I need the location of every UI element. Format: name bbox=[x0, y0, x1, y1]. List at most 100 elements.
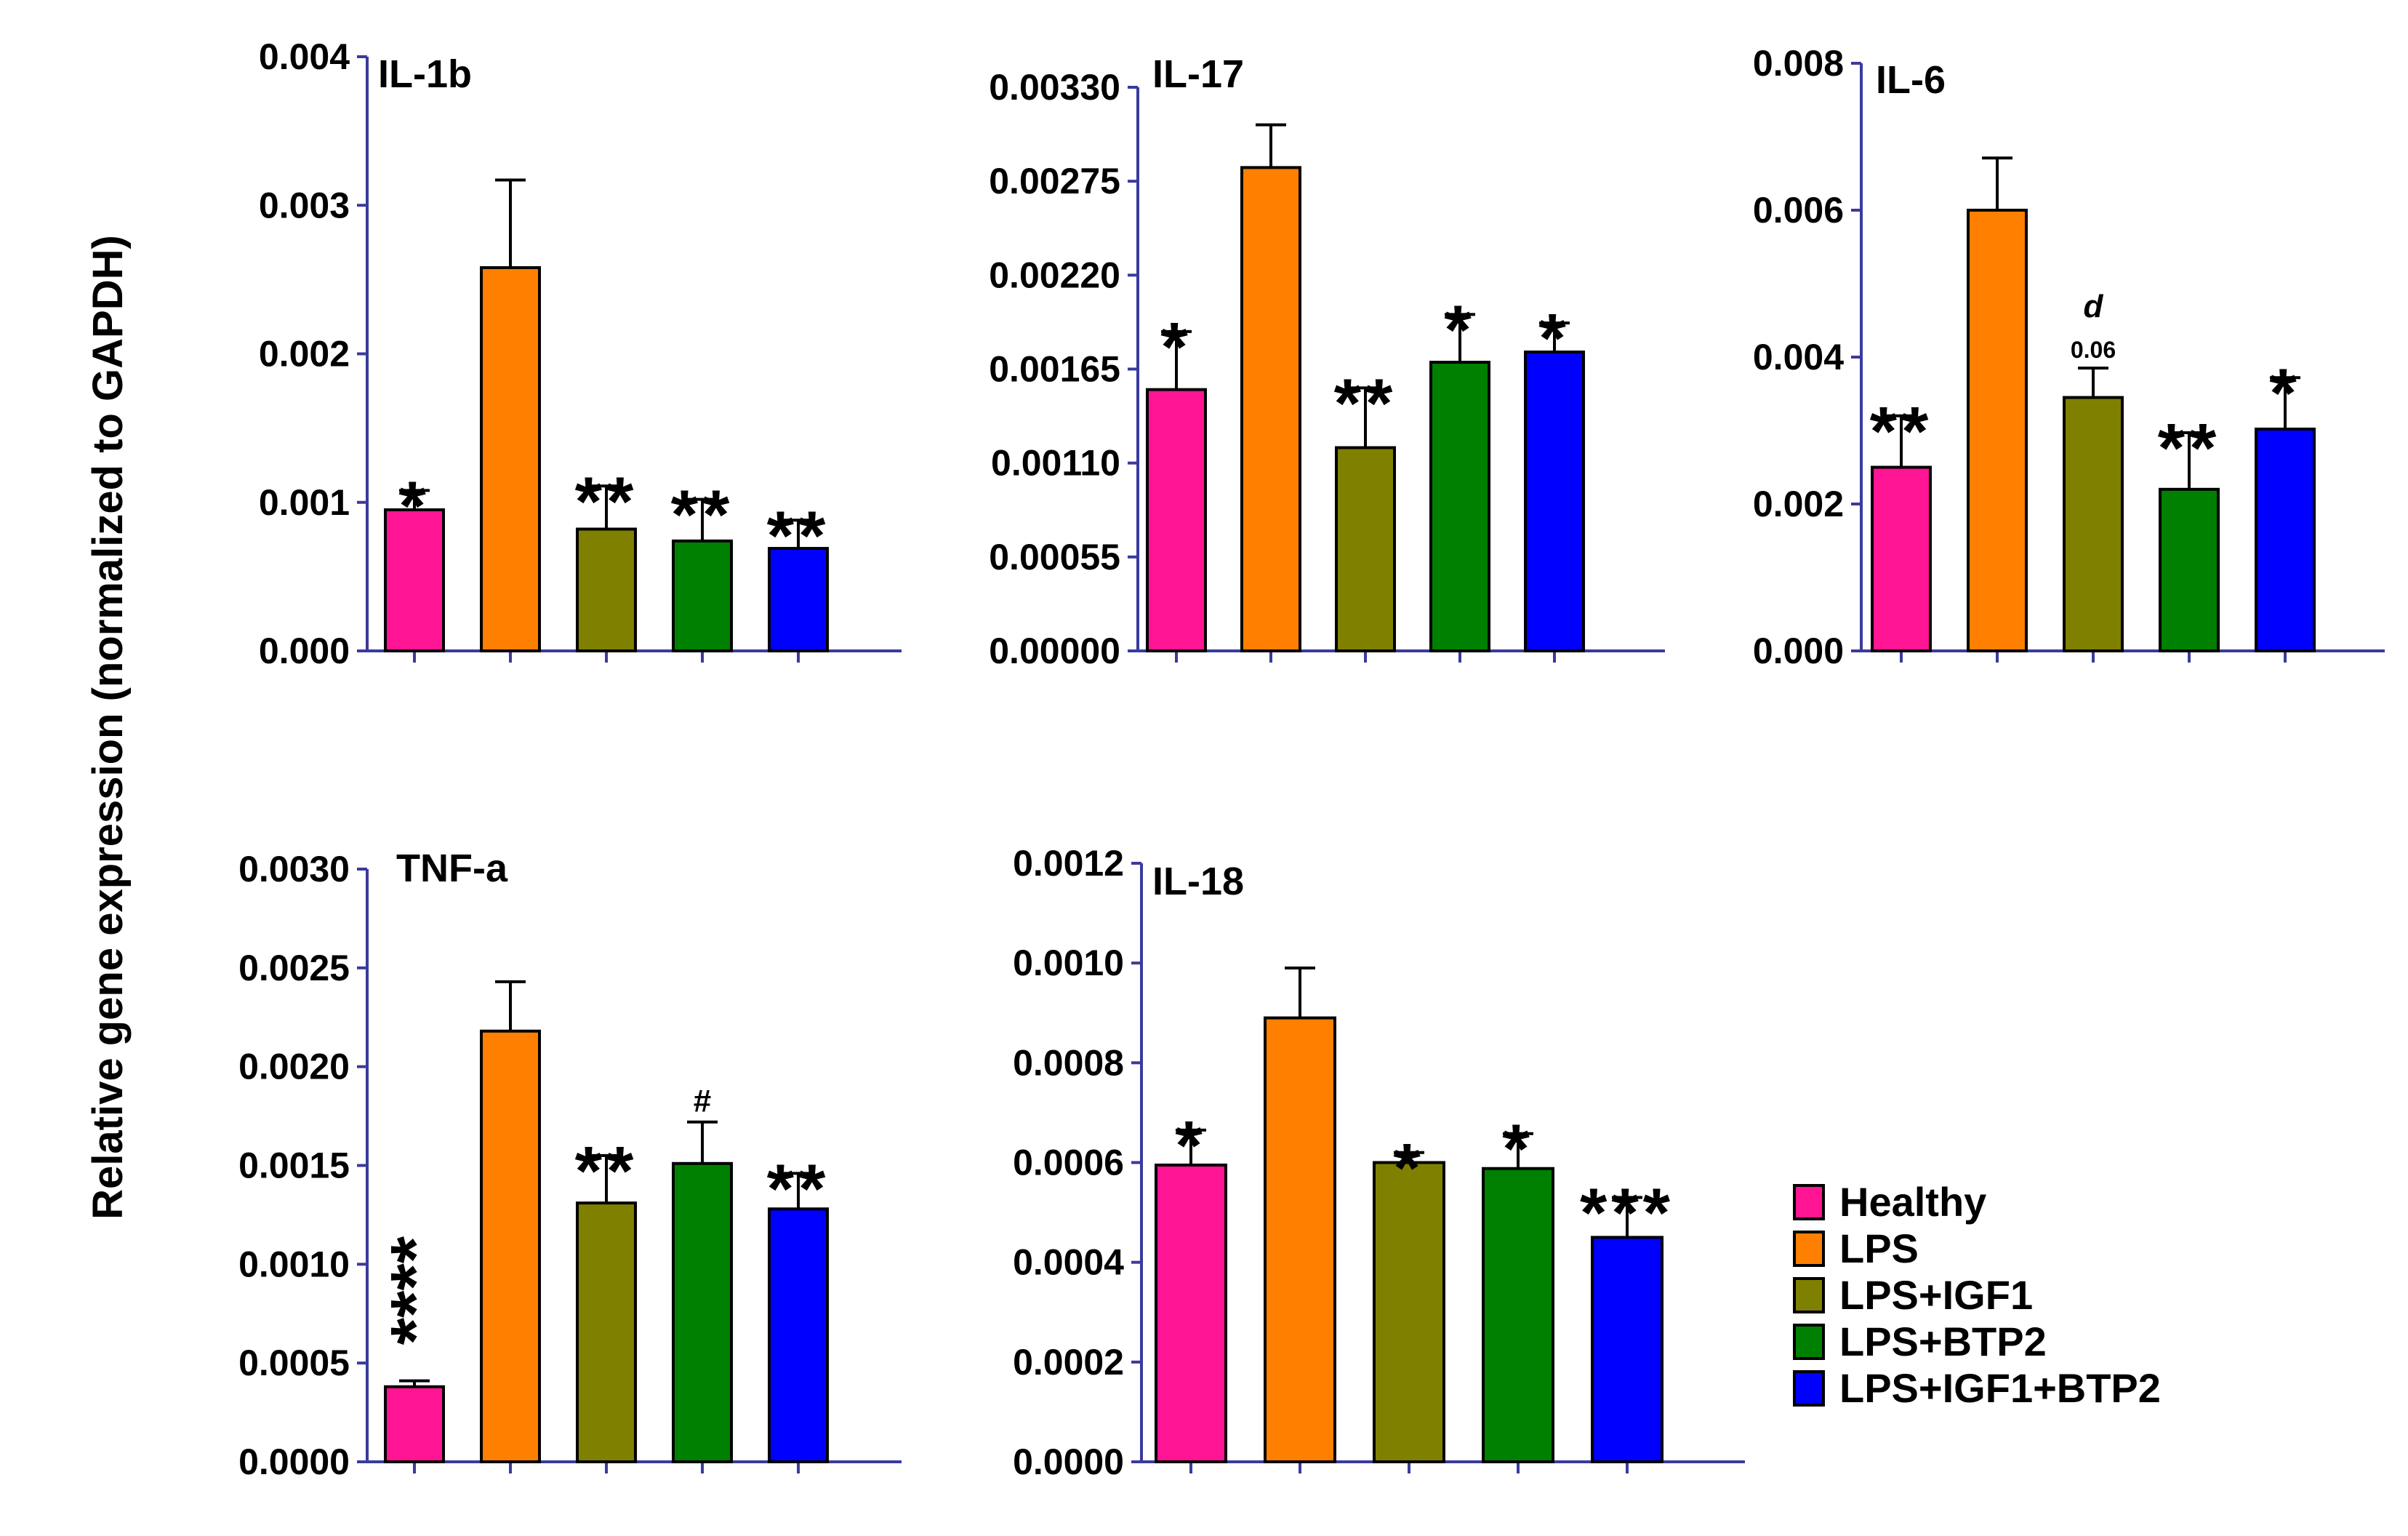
y-tick-label: 0.00165 bbox=[989, 349, 1120, 390]
y-tick-label: 0.00330 bbox=[989, 67, 1120, 108]
legend-swatch bbox=[1793, 1324, 1825, 1360]
bar-lps bbox=[1240, 166, 1301, 652]
chart-panel-tnf-a: 0.0000 0.0005 0.0010 0.0015 0.0020 0.0025 0.00… bbox=[238, 847, 902, 1482]
chart-panel-il-17: 0.00000 0.00055 0.00110 0.00165 0.00220 0.002… bbox=[989, 52, 1665, 671]
panel-title: IL-6 bbox=[1876, 58, 1946, 102]
significance-marker: * bbox=[1393, 1129, 1424, 1207]
y-tick-label: 0.0002 bbox=[1013, 1342, 1124, 1383]
significance-marker: * bbox=[1502, 1111, 1533, 1188]
chart-panel-il-1b: 0.0000.0010.0020.0030.004 IL-1b* ** ** ** bbox=[259, 36, 902, 671]
y-tick-label: 0.0010 bbox=[1013, 943, 1124, 983]
y-tick-label: 0.004 bbox=[259, 36, 350, 77]
y-tick-label: 0.0000 bbox=[1013, 1441, 1124, 1482]
significance-marker: ** bbox=[767, 1150, 830, 1228]
chart-panels: 0.0000.0010.0020.0030.004 IL-1b* ** ** **0.0… bbox=[238, 36, 2385, 1482]
y-tick-label: 0.0006 bbox=[1013, 1143, 1124, 1183]
bar-lps-igf1-btp2 bbox=[2255, 427, 2316, 652]
y-tick-label: 0.00220 bbox=[989, 255, 1120, 295]
bar-lps bbox=[480, 1029, 541, 1464]
y-tick-label: 0.002 bbox=[259, 334, 350, 375]
y-tick-label: 0.002 bbox=[1753, 484, 1844, 524]
bar-lps-igf1-btp2 bbox=[768, 547, 829, 652]
p-value-note: 0.06 bbox=[2071, 337, 2116, 363]
bar-lps bbox=[1967, 209, 2028, 652]
y-tick-label: 0.00000 bbox=[989, 631, 1120, 671]
y-tick-label: 0.000 bbox=[259, 631, 350, 671]
y-tick-label: 0.001 bbox=[259, 482, 350, 523]
legend-swatch bbox=[1793, 1184, 1825, 1220]
chart-panel-il-18: 0.0000 0.0002 0.0004 0.0006 0.0008 0.0010 0.00… bbox=[1013, 843, 1745, 1482]
significance-marker: ** bbox=[671, 476, 734, 554]
y-tick-label: 0.0020 bbox=[238, 1047, 350, 1087]
bar-lps-igf1 bbox=[576, 1201, 637, 1464]
y-tick-label: 0.0008 bbox=[1013, 1042, 1124, 1083]
significance-marker: * bbox=[398, 467, 430, 545]
significance-marker: * bbox=[1160, 308, 1192, 386]
bar-healthy bbox=[384, 1385, 445, 1464]
legend-label: LPS+IGF1+BTP2 bbox=[1839, 1365, 2161, 1411]
significance-marker: ** bbox=[575, 1132, 638, 1210]
y-tick-label: 0.0015 bbox=[238, 1145, 350, 1186]
significance-marker: ** bbox=[2158, 409, 2221, 487]
y-tick-label: 0.00275 bbox=[989, 161, 1120, 201]
y-tick-label: 0.0000 bbox=[238, 1441, 350, 1482]
significance-marker: **** bbox=[377, 1236, 454, 1345]
y-tick-label: 0.00110 bbox=[991, 443, 1120, 484]
significance-marker: * bbox=[1444, 291, 1475, 369]
y-tick-label: 0.008 bbox=[1753, 43, 1844, 84]
bar-lps-igf1 bbox=[2063, 396, 2124, 652]
y-tick-label: 0.003 bbox=[259, 185, 350, 225]
significance-marker: * bbox=[1175, 1107, 1206, 1185]
y-tick-label: 0.0025 bbox=[238, 948, 350, 988]
legend-label: LPS+BTP2 bbox=[1839, 1319, 2047, 1364]
bar-lps-btp2 bbox=[1429, 361, 1490, 652]
y-axis-label: Relative gene expression (normalized to … bbox=[84, 235, 132, 1220]
significance-marker: * bbox=[1538, 300, 1570, 377]
legend-swatch bbox=[1793, 1370, 1825, 1407]
bar-lps-btp2 bbox=[1482, 1167, 1554, 1463]
y-tick-label: 0.0004 bbox=[1013, 1242, 1124, 1283]
y-tick-label: 0.00055 bbox=[989, 537, 1120, 577]
bar-lps bbox=[1264, 1016, 1336, 1463]
legend-label: LPS bbox=[1839, 1225, 1919, 1271]
bar-healthy bbox=[1155, 1163, 1227, 1464]
comparison-letter: d bbox=[2084, 289, 2104, 324]
y-tick-label: 0.0030 bbox=[238, 849, 350, 889]
bar-healthy bbox=[1146, 388, 1207, 652]
y-tick-label: 0.0012 bbox=[1013, 843, 1124, 884]
significance-marker: ** bbox=[1334, 364, 1397, 442]
panel-title: IL-1b bbox=[378, 52, 472, 96]
significance-marker: ** bbox=[1870, 393, 1933, 471]
panel-title: TNF-a bbox=[396, 847, 508, 890]
bar-lps-btp2 bbox=[2159, 487, 2220, 652]
y-tick-label: 0.0005 bbox=[238, 1343, 350, 1383]
significance-marker: * bbox=[2269, 354, 2300, 432]
panel-title: IL-17 bbox=[1152, 52, 1244, 96]
legend-swatch bbox=[1793, 1277, 1825, 1313]
bar-lps-igf1 bbox=[1335, 446, 1396, 652]
significance-marker: ** bbox=[575, 463, 638, 540]
y-tick-label: 0.0010 bbox=[238, 1244, 350, 1284]
bar-lps-igf1-btp2 bbox=[768, 1207, 829, 1464]
y-tick-label: 0.000 bbox=[1753, 631, 1844, 671]
bar-lps bbox=[480, 266, 541, 653]
legend-label: LPS+IGF1 bbox=[1839, 1272, 2033, 1318]
bar-lps-igf1 bbox=[1373, 1161, 1445, 1463]
bar-lps-igf1-btp2 bbox=[1591, 1236, 1663, 1463]
bar-lps-igf1-btp2 bbox=[1524, 351, 1585, 652]
legend-swatch bbox=[1793, 1231, 1825, 1267]
bar-healthy bbox=[384, 508, 445, 653]
significance-marker: # bbox=[694, 1084, 711, 1119]
panel-title: IL-18 bbox=[1152, 860, 1244, 903]
y-tick-label: 0.006 bbox=[1753, 190, 1844, 231]
significance-marker: *** bbox=[1580, 1175, 1674, 1252]
bar-healthy bbox=[1871, 465, 1932, 652]
bar-lps-igf1 bbox=[576, 527, 637, 653]
y-tick-label: 0.004 bbox=[1753, 337, 1844, 377]
bar-lps-btp2 bbox=[672, 1161, 733, 1463]
bar-lps-btp2 bbox=[672, 539, 733, 652]
